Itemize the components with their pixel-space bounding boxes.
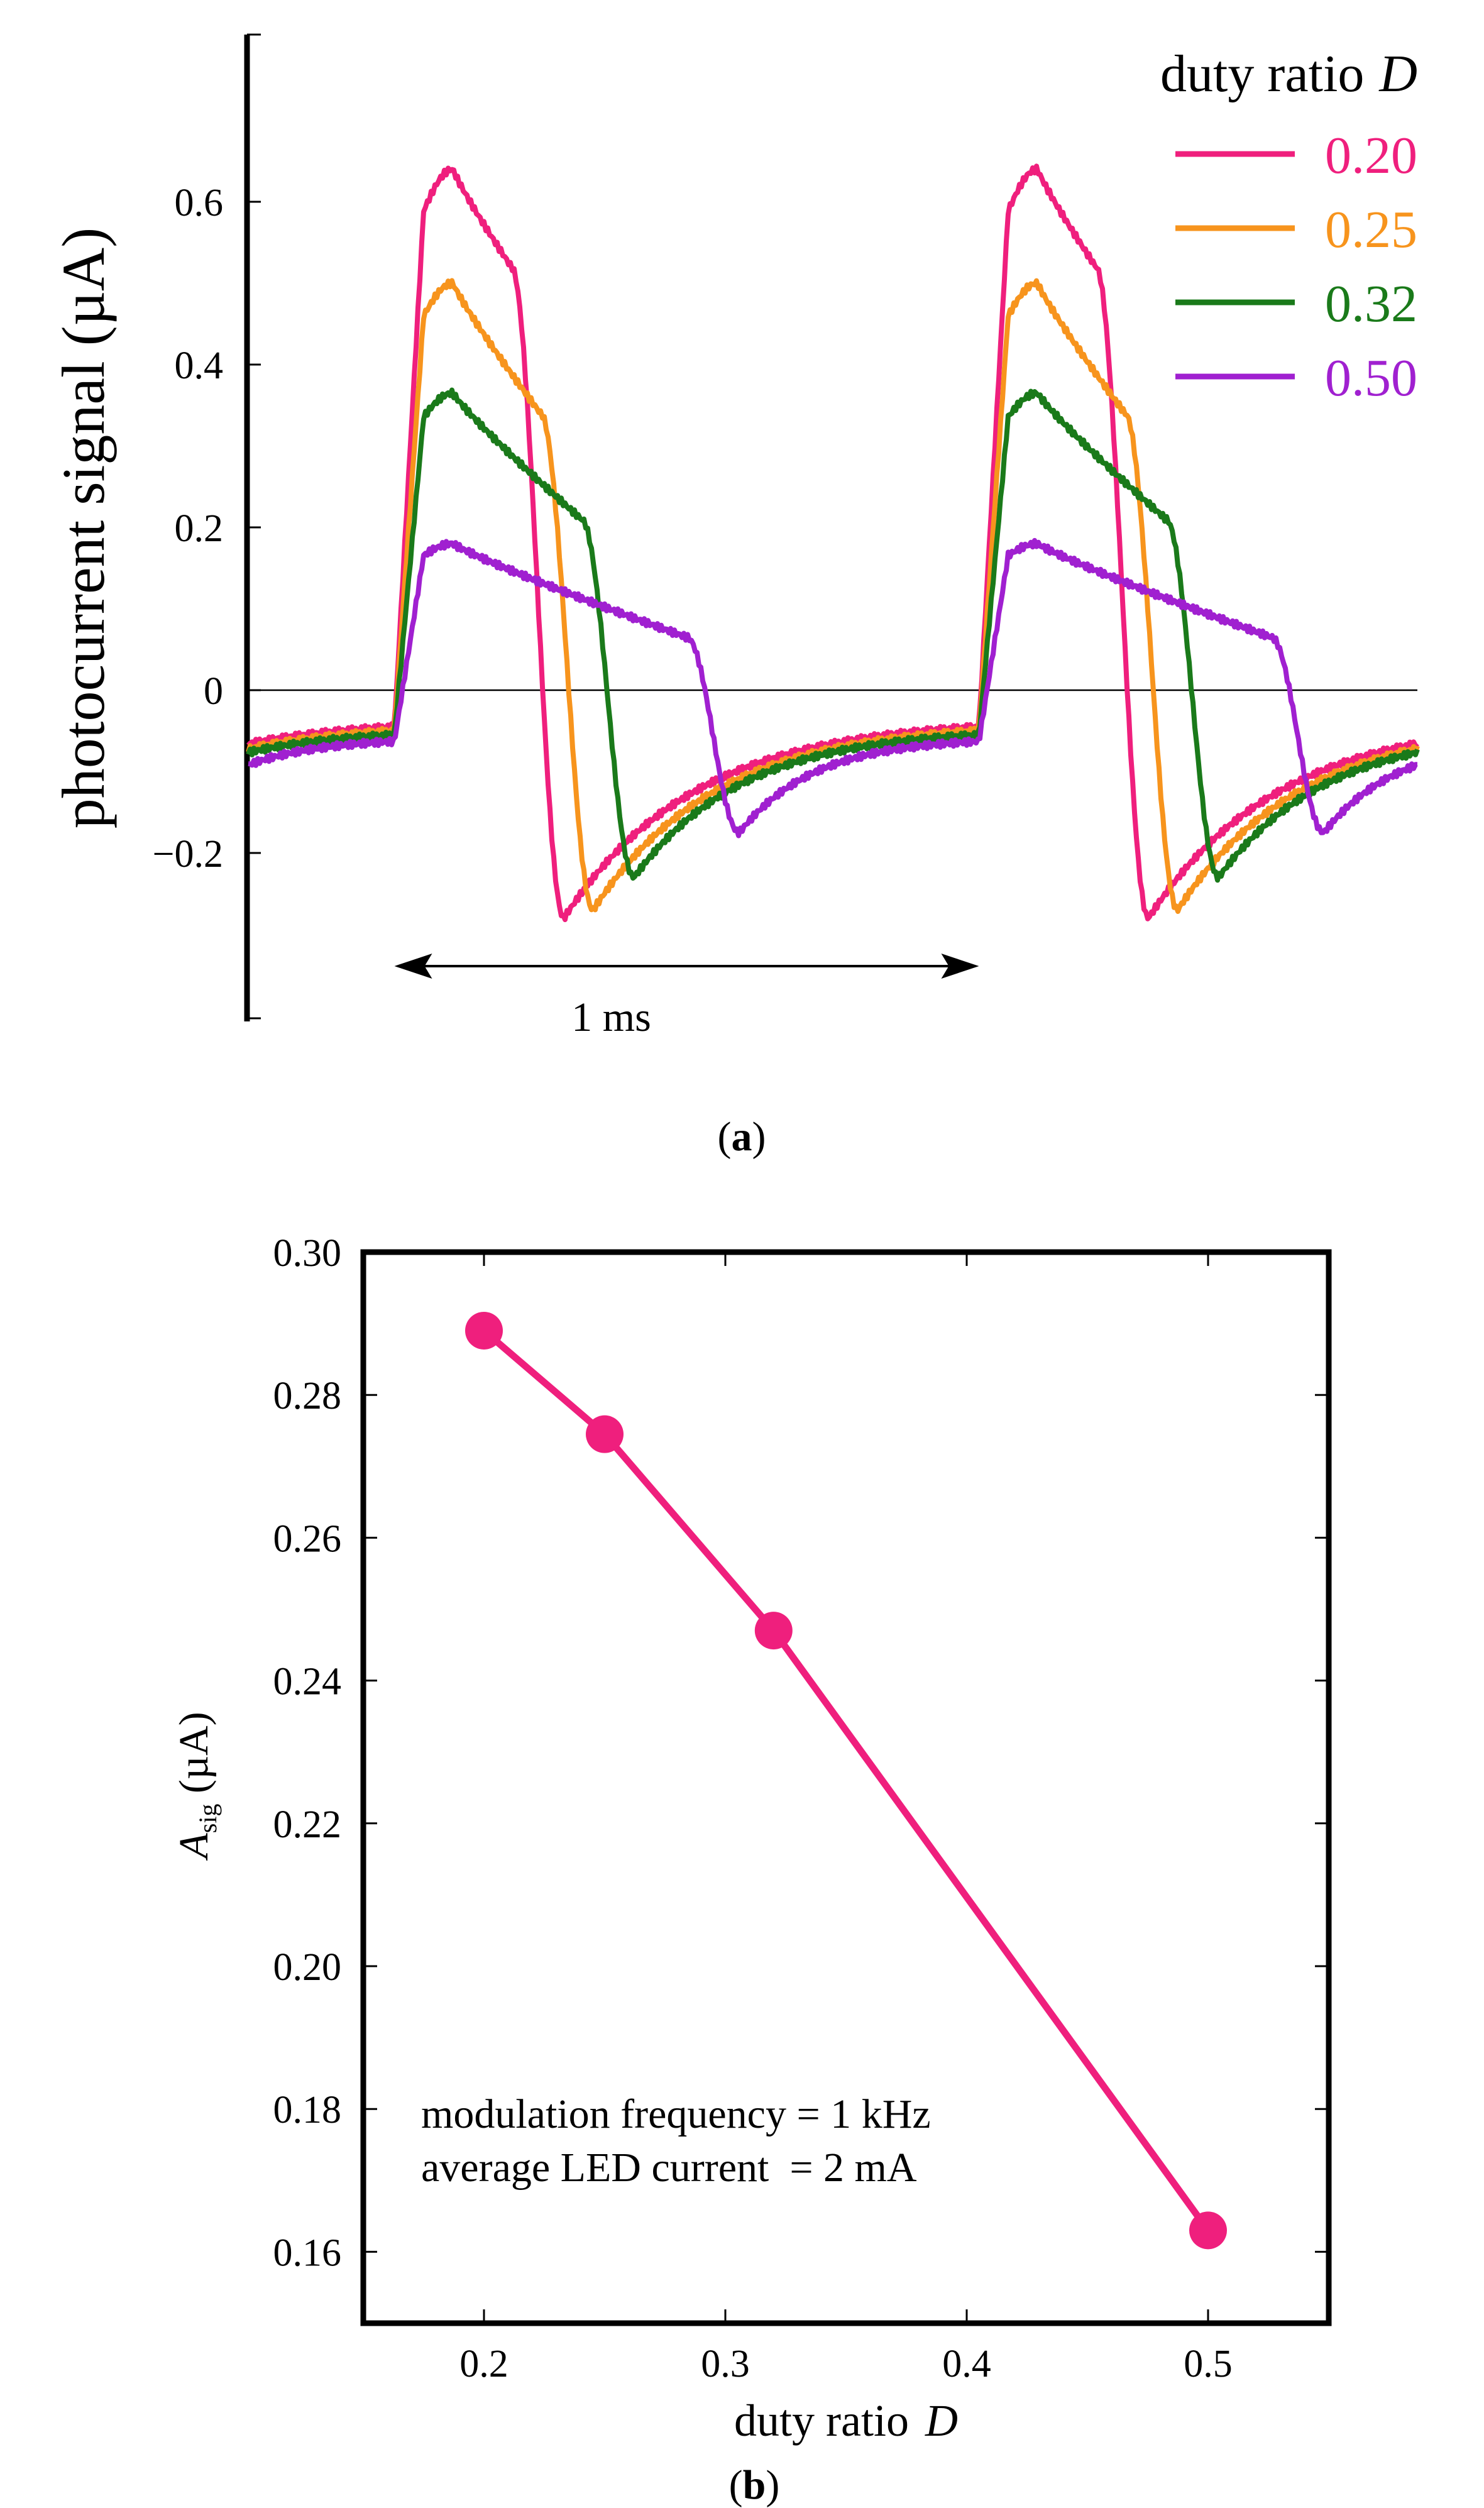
panel-b-x-axis-title: duty ratio D [734,2395,958,2446]
arrow-head-right-icon [941,954,979,979]
panel-b-points [465,1311,1227,2250]
y-tick-label: 0.2 [175,507,224,550]
panel-a-legend: duty ratio D 0.20 0.25 0.32 0.50 [1160,45,1417,407]
panel-b-y-ticks: 0.30 0.28 0.26 0.24 0.22 0.20 0.18 0.16 [273,1232,1329,2274]
panel-a-series [246,163,1420,922]
y-tick-label: 0.22 [273,1803,342,1846]
legend-label-0.50: 0.50 [1325,349,1417,407]
panel-b-caption: (b) [729,2462,780,2508]
y-tick-label: 0.20 [273,1946,342,1989]
y-tick-label: 0.6 [175,182,224,224]
data-point [1189,2211,1227,2250]
x-tick-label: 0.2 [459,2343,508,2385]
y-tick-label: 0.30 [273,1232,342,1275]
panel-b-x-ticks: 0.2 0.3 0.4 0.5 [459,1252,1233,2385]
data-point [754,1612,793,1650]
period-label: 1 ms [571,994,651,1040]
panel-a-y-axis-title: photocurrent signal (µA) [50,228,117,828]
data-point [465,1311,503,1350]
data-point [586,1415,624,1453]
series-line-0.32 [246,387,1420,883]
y-tick-label: 0 [204,670,223,713]
legend-label-0.20: 0.20 [1325,126,1417,185]
legend-label-0.32: 0.32 [1325,275,1417,333]
annotation-frequency: modulation frequency = 1 kHz [421,2091,931,2137]
period-arrow: 1 ms [394,954,979,1040]
y-tick-label: 0.4 [175,344,224,387]
arrow-head-left-icon [394,954,432,979]
y-tick-label: −0.2 [153,833,223,876]
panel-b-plot-frame [360,1249,1332,2326]
panel-a-caption: (a) [718,1114,766,1160]
panel-a-chart: 0.60.40.20−0.2 photocurrent signal (µA) … [50,33,1420,1160]
x-tick-label: 0.3 [701,2343,750,2385]
y-tick-label: 0.18 [273,2089,342,2131]
legend-label-0.25: 0.25 [1325,201,1417,259]
y-tick-label: 0.16 [273,2231,342,2274]
x-tick-label: 0.4 [942,2343,991,2385]
panel-b-series-line [481,1328,1211,2233]
y-tick-label: 0.28 [273,1375,342,1417]
series-line-0.20 [246,163,1419,922]
y-tick-label: 0.26 [273,1517,342,1560]
panel-b-chart: 0.300.280.260.240.220.200.180.16 0.2 0.3 0… [171,1232,1332,2508]
annotation-led-current: average LED current = 2 mA [421,2145,917,2191]
panel-b-annotation: modulation frequency = 1 kHz average LED… [421,2091,931,2191]
panel-a-y-ticks: 0.6 0.4 0.2 0 −0.2 [153,33,261,1020]
series-line-0.50 [248,537,1418,839]
panel-b-y-axis-title: Asig (µA) [171,1712,222,1861]
y-tick-label: 0.24 [273,1661,342,1703]
legend-title: duty ratio D [1160,45,1417,103]
x-tick-label: 0.5 [1184,2343,1233,2385]
